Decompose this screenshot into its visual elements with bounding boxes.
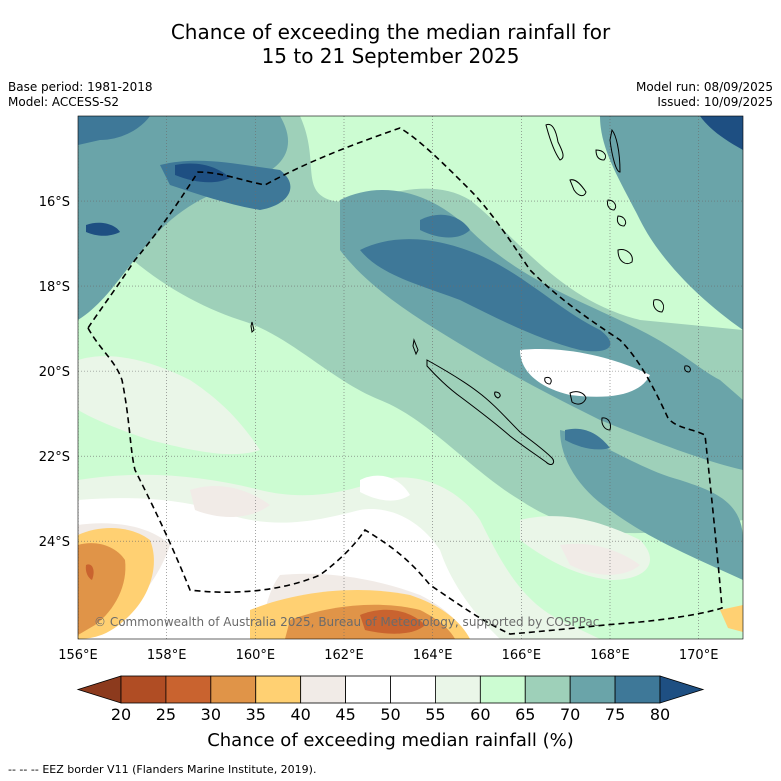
coastlines [250,123,691,465]
patch-35-40-se [720,605,743,632]
patch-75-80-small [420,214,470,238]
colorbar-segment [300,675,346,704]
model-run-label: Model run: 08/09/2025 [635,80,773,94]
band-70-75-se [560,430,743,580]
colorbar-segment [345,675,391,704]
colorbar-title: Chance of exceeding median rainfall (%) [207,730,574,751]
patch-50-55-east [520,349,650,397]
mare-island [601,417,611,431]
colorbar-tick-label: 70 [560,705,580,724]
colorbar-tick-label: 25 [156,705,176,724]
belep-islands [412,338,419,356]
colorbar-segment [255,675,302,704]
lat-tick-label: 22°S [39,450,70,465]
lat-tick-label: 16°S [39,195,70,210]
map-gridlines [78,116,743,639]
lon-tick-label: 168°E [590,648,630,663]
colorbar-tick-label: 35 [246,705,266,724]
colorbar-tick-label: 45 [335,705,355,724]
eez-border [87,127,723,635]
base-period-label: Base period: 1981-2018 [8,80,153,94]
issued-label: Issued: 10/09/2025 [657,95,773,109]
ouvea-island [544,377,552,385]
lon-tick-label: 164°E [413,648,453,663]
band-55-60-west [78,356,260,455]
isle-of-pines [494,391,501,399]
colorbar-segment [435,675,481,704]
espiritu-santo-island [545,123,564,161]
patch-40-45-west [190,485,270,517]
colorbar-segment [614,675,661,704]
band-60-65-north [78,116,743,330]
colorbar-tick-label: 80 [650,705,670,724]
field-fills [78,116,743,639]
colorbar-tick-label: 55 [425,705,445,724]
colorbar-segment [210,675,257,704]
colorbar-segment [569,675,616,704]
patch-50-55-central [360,475,410,501]
matthew-island [684,365,691,373]
model-label: Model: ACCESS-S2 [8,95,120,109]
colorbar-tick-label: 30 [201,705,221,724]
copyright-notice: © Commonwealth of Australia 2025, Bureau… [94,615,599,629]
lat-tick-label: 18°S [39,280,70,295]
colorbar-segment [165,675,212,704]
latitude-labels: 16°S 18°S 20°S 22°S 24°S [39,195,70,550]
lat-tick-label: 24°S [39,535,70,550]
colorbar-tick-label: 65 [515,705,535,724]
epi-island [607,199,617,211]
colorbar: 20 25 30 35 40 45 50 55 60 65 70 75 80 [76,675,705,724]
lon-tick-label: 158°E [147,648,187,663]
eez-legend-symbol: -- -- -- [8,763,39,776]
eez-legend-text: EEZ border V11 (Flanders Marine Institut… [42,763,317,776]
colorbar-segment [524,675,571,704]
patch-75-80-se [565,428,610,450]
band-70-75-ne [600,116,743,330]
pentecost-island [609,128,621,173]
colorbar-segment [479,675,526,704]
meta-right: Model run: 08/09/2025 Issued: 10/09/2025 [636,80,773,110]
lon-tick-label: 160°E [236,648,276,663]
colorbar-segment [390,675,436,704]
patch-80-ne [700,116,743,150]
colorbar-tick-label: 20 [111,705,131,724]
map-frame [77,115,744,640]
lon-tick-label: 170°E [679,648,719,663]
footer-legend: -- -- -- EEZ border V11 (Flanders Marine… [8,763,316,776]
lat-tick-label: 20°S [39,365,70,380]
ambae-island [595,149,607,161]
longitude-labels: 156°E 158°E 160°E 162°E 164°E 166°E 168°E 170°E [58,648,718,663]
lifou-island [569,391,587,405]
meta-left: Base period: 1981-2018 Model: ACCESS-S2 [8,80,153,110]
efate-island [616,215,627,227]
chart-title-line1: Chance of exceeding the median rainfall … [170,20,611,44]
lon-tick-label: 156°E [58,648,98,663]
patch-25-30-sw [85,564,94,580]
colorbar-tick-label: 40 [290,705,310,724]
patch-40-45-se [560,543,640,575]
colorbar-tick-label: 50 [380,705,400,724]
chart-title-line2: 15 to 21 September 2025 [261,44,520,68]
colorbar-tick-label: 75 [605,705,625,724]
patch-75-80-central [360,239,611,352]
colorbar-arrow-high [659,675,705,704]
patch-75-80-corner [78,116,150,145]
colorbar-segment [120,675,167,704]
erromango-island [617,249,633,264]
colorbar-tick-label: 60 [470,705,490,724]
lon-tick-label: 166°E [502,648,542,663]
patch-80-west [86,222,120,236]
new-caledonia-main-island [426,359,555,465]
patch-25-30-south [360,609,425,634]
malakula-island [569,179,587,197]
colorbar-arrow-low [76,675,122,704]
tanna-island [653,299,665,313]
lon-tick-label: 162°E [324,648,364,663]
probability-field: © Commonwealth of Australia 2025, Bureau… [78,116,743,639]
chesterfield-islands [250,321,255,334]
